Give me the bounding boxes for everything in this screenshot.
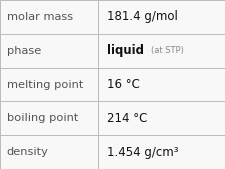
Text: density: density [7, 147, 48, 157]
Text: 214 °C: 214 °C [107, 112, 147, 125]
Text: phase: phase [7, 46, 41, 56]
Text: liquid: liquid [107, 44, 144, 57]
Text: 16 °C: 16 °C [107, 78, 140, 91]
Text: 181.4 g/mol: 181.4 g/mol [107, 10, 178, 23]
Text: (at STP): (at STP) [151, 46, 183, 55]
Text: molar mass: molar mass [7, 12, 73, 22]
Text: boiling point: boiling point [7, 113, 78, 123]
Text: melting point: melting point [7, 79, 83, 90]
Text: 1.454 g/cm³: 1.454 g/cm³ [107, 146, 178, 159]
